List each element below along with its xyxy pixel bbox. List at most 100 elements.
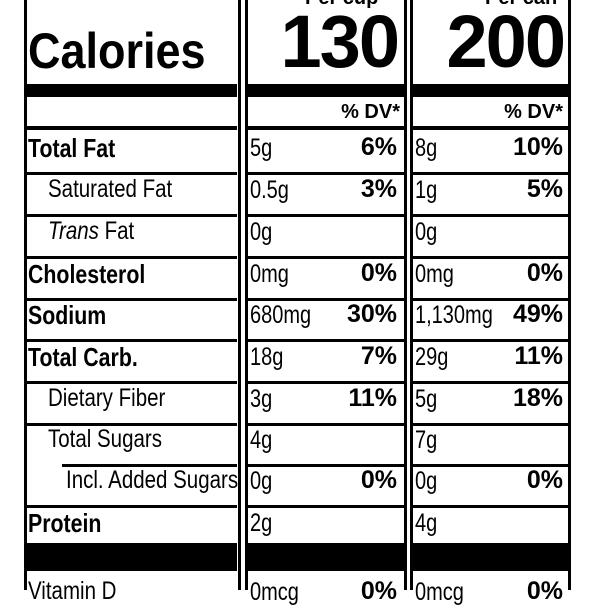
nutrient-amount-text: 4g (415, 509, 438, 537)
nutrient-amount-text: 0.5g (250, 176, 289, 204)
nutrient-dv: 11% (514, 342, 563, 370)
nutrient-dv: 7% (360, 342, 397, 370)
row-divider-indented (410, 464, 568, 467)
nutrient-dv: 30% (346, 300, 397, 328)
nutrient-amount: 8g (415, 136, 443, 161)
nutrient-label: Cholesterol (28, 261, 171, 287)
nutrient-amount: 5g (250, 136, 278, 161)
thick-rule-3 (410, 84, 568, 97)
nutrient-amount: 3g (250, 387, 278, 412)
nutrient-label-text: Saturated Fat (48, 175, 173, 203)
row-divider (24, 256, 237, 259)
nutrient-label: Total Carb. (28, 344, 162, 370)
nutrient-amount: 680mg (250, 303, 326, 328)
nutrient-label-text: Protein (28, 508, 102, 538)
protein-bar-3 (410, 543, 568, 571)
nutrient-amount: 0.5g (250, 178, 299, 203)
nutrient-label: Protein (28, 510, 118, 536)
nutrient-amount-text: 8g (415, 134, 438, 162)
nutrient-label-text: Sodium (28, 300, 107, 330)
thick-rule-1 (24, 84, 237, 97)
column-divider-1b (245, 0, 248, 590)
column-divider-2 (404, 0, 407, 590)
thick-rule-2 (245, 84, 404, 97)
outer-border-left (24, 0, 27, 590)
rule-dv-1 (24, 126, 237, 130)
nutrient-amount-text: 7g (415, 426, 438, 454)
nutrient-amount-text: 0mcg (415, 578, 464, 606)
nutrient-amount: 0mcg (250, 580, 311, 605)
nutrient-amount-text: 18g (250, 343, 284, 371)
dv-header-1: % DV* (341, 101, 400, 123)
nutrient-dv: 0% (360, 259, 397, 287)
nutrient-amount: 0g (250, 220, 278, 245)
serving-header-2: Per can (485, 0, 557, 8)
row-divider (24, 298, 237, 301)
nutrient-amount: 1,130mg (415, 303, 512, 328)
nutrient-amount: 0g (250, 469, 278, 494)
nutrient-amount-text: 29g (415, 343, 449, 371)
nutrient-label-text: Total Fat (28, 133, 116, 163)
row-divider (24, 172, 237, 175)
nutrient-amount: 7g (415, 428, 443, 453)
row-divider (410, 256, 568, 259)
row-divider (410, 505, 568, 508)
row-divider (245, 298, 404, 301)
row-divider (24, 423, 237, 426)
row-divider (245, 505, 404, 508)
nutrient-amount: 0g (415, 220, 443, 245)
nutrient-amount: 2g (250, 511, 278, 536)
protein-bar-1 (24, 543, 237, 571)
nutrient-label-text: Incl. Added Sugars (66, 466, 239, 494)
nutrient-dv: 0% (526, 577, 563, 605)
nutrient-amount-text: 5g (250, 134, 273, 162)
nutrient-dv: 0% (360, 466, 397, 494)
nutrient-amount-text: 680mg (250, 301, 312, 329)
nutrient-amount: 1g (415, 178, 443, 203)
row-divider (245, 172, 404, 175)
nutrient-amount: 18g (250, 345, 292, 370)
row-divider (410, 381, 568, 384)
nutrient-amount-text: 1,130mg (415, 301, 493, 329)
nutrient-label: Vitamin D (28, 579, 136, 604)
row-divider (410, 339, 568, 342)
protein-bar-2 (245, 543, 404, 571)
column-divider-2b (410, 0, 413, 590)
rule-dv-2 (245, 126, 404, 130)
calories-label-text: Calories (28, 23, 206, 79)
row-divider (410, 423, 568, 426)
nutrient-amount: 0mcg (415, 580, 476, 605)
row-divider (245, 381, 404, 384)
nutrient-dv: 6% (360, 133, 397, 161)
calories-value-1: 130 (280, 0, 400, 83)
row-divider (24, 339, 237, 342)
outer-border-right (568, 0, 571, 590)
nutrient-amount-text: 0mcg (250, 578, 299, 606)
nutrient-amount: 4g (250, 428, 278, 453)
row-divider-indented (245, 464, 404, 467)
row-divider (245, 339, 404, 342)
row-divider (245, 214, 404, 217)
nutrient-label: Trans Fat (48, 219, 153, 244)
nutrient-amount-text: 0mg (415, 260, 454, 288)
nutrient-amount-text: 3g (250, 385, 273, 413)
nutrient-label: Total Fat (28, 135, 134, 161)
nutrient-amount-text: 4g (250, 426, 273, 454)
nutrient-label: Sodium (28, 302, 123, 328)
row-divider (410, 298, 568, 301)
nutrient-label-text: Total Sugars (48, 425, 162, 453)
nutrient-label-text: Trans Fat (48, 217, 135, 245)
dv-header-2: % DV* (504, 101, 563, 123)
nutrient-amount-text: 0g (415, 467, 438, 495)
nutrient-dv: 3% (360, 175, 397, 203)
nutrient-amount-text: 2g (250, 509, 273, 537)
nutrient-amount: 0mg (250, 262, 299, 287)
row-divider (410, 172, 568, 175)
nutrient-label-text: Total Carb. (28, 342, 138, 372)
nutrient-label: Total Sugars (48, 427, 187, 452)
nutrient-amount: 4g (415, 511, 443, 536)
nutrient-amount: 0mg (415, 262, 464, 287)
row-divider (245, 256, 404, 259)
nutrient-label-text: Vitamin D (28, 577, 117, 605)
rule-dv-3 (410, 126, 568, 130)
